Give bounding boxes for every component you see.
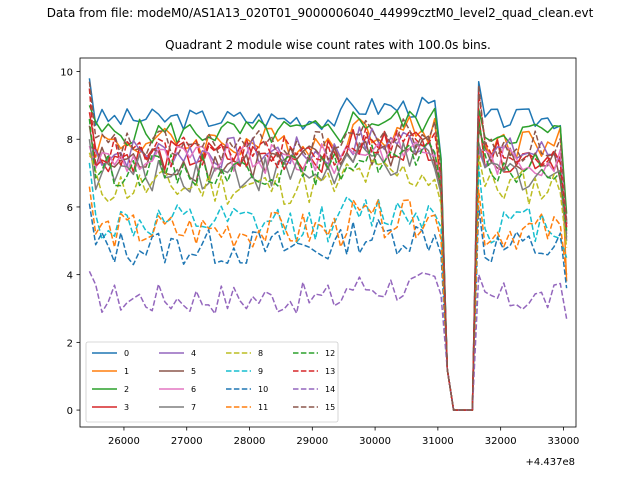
legend-label: 1 — [124, 367, 129, 376]
legend-label: 7 — [191, 403, 196, 412]
x-tick-label: 26000 — [108, 436, 140, 447]
legend-label: 11 — [258, 403, 268, 412]
series-line-10 — [88, 203, 568, 411]
figure-suptitle: Data from file: modeM0/AS1A13_020T01_900… — [47, 6, 594, 20]
x-tick-label: 31000 — [422, 436, 454, 447]
x-tick-label: 28000 — [234, 436, 266, 447]
legend-label: 0 — [124, 349, 129, 358]
legend-label: 2 — [124, 385, 129, 394]
x-tick-label: 32000 — [485, 436, 517, 447]
series-line-0 — [88, 78, 568, 411]
y-tick-label: 8 — [67, 135, 73, 146]
x-axis: 26000 27000 28000 29000 30000 31000 32000 33000 — [108, 427, 579, 447]
series-line-15 — [88, 81, 568, 411]
series-line-1 — [89, 115, 568, 411]
y-tick-label: 10 — [60, 68, 73, 79]
y-axis: 0 2 4 6 8 10 — [60, 68, 80, 417]
legend-label: 13 — [325, 367, 335, 376]
legend-label: 6 — [191, 385, 196, 394]
y-tick-label: 6 — [67, 203, 73, 214]
series-line-8 — [88, 152, 568, 411]
x-tick-label: 27000 — [171, 436, 203, 447]
series-line-13 — [88, 88, 568, 411]
y-tick-label: 0 — [67, 406, 73, 417]
series-line-14 — [88, 270, 568, 411]
plot-frame — [79, 57, 577, 428]
legend-label: 3 — [124, 403, 129, 412]
x-tick-label: 33000 — [548, 436, 580, 447]
legend-label: 15 — [325, 403, 335, 412]
x-tick-label: 30000 — [359, 436, 391, 447]
y-tick-label: 4 — [67, 271, 73, 282]
legend-label: 4 — [191, 349, 196, 358]
legend-label: 14 — [325, 385, 335, 394]
x-tick-label: 29000 — [296, 436, 328, 447]
legend-label: 10 — [258, 385, 268, 394]
x-offset-label: +4.437e8 — [525, 457, 575, 468]
legend-label: 9 — [258, 367, 263, 376]
legend-label: 5 — [191, 367, 196, 376]
legend-label: 8 — [258, 349, 263, 358]
series-line-12 — [88, 118, 568, 411]
series-line-2 — [88, 105, 568, 411]
chart-title: Quadrant 2 module wise count rates with … — [165, 38, 491, 52]
series-lines — [88, 78, 568, 411]
legend-label: 12 — [325, 349, 335, 358]
legend-box — [85, 341, 339, 423]
series-line-11 — [88, 186, 568, 411]
y-tick-label: 2 — [67, 338, 73, 349]
